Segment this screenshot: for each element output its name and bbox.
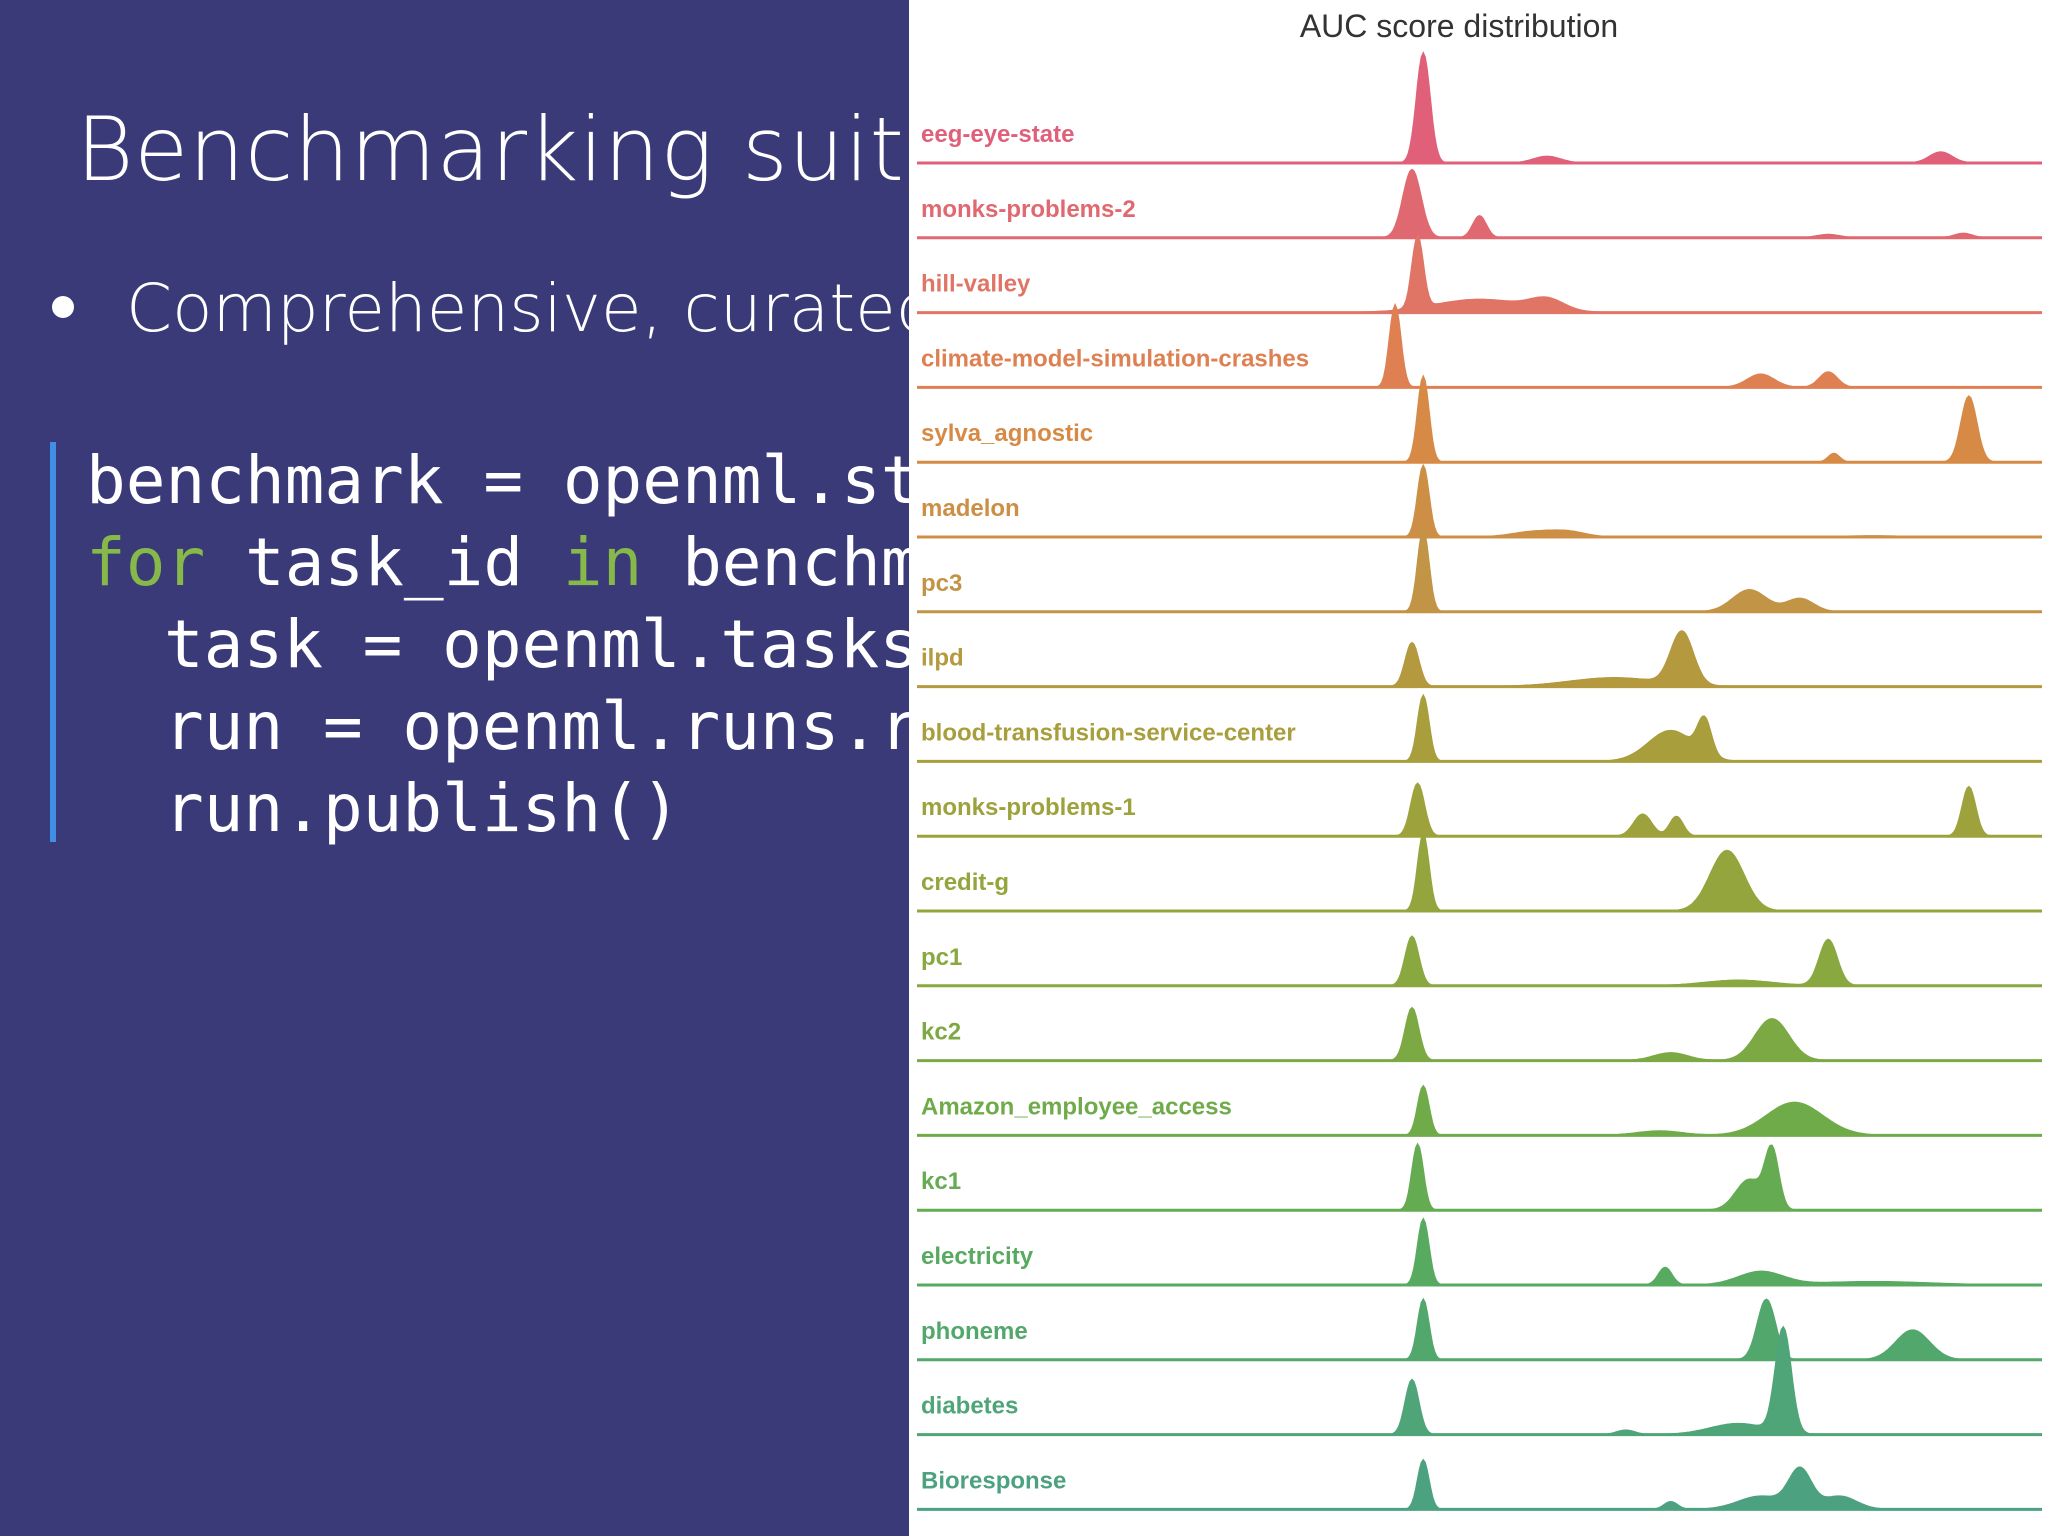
ridge-phoneme: phoneme [917, 1297, 2042, 1362]
density-area-pc1 [917, 935, 2042, 987]
ridge-monks-problems-2: monks-problems-2 [917, 168, 2042, 240]
code-block: benchmark = openml.stu for task_id in be… [50, 442, 960, 847]
ridge-pc1: pc1 [917, 935, 2042, 988]
bullet-text: Comprehensive, curated, [126, 270, 959, 347]
ridgeline-chart: eeg-eye-state monks-problems-2 hill-valley… [917, 51, 2042, 1511]
bullet-dot [52, 296, 74, 318]
density-area-ilpd [917, 630, 2042, 688]
ridge-label-diabetes: diabetes [921, 1393, 1018, 1420]
bullet-item: Comprehensive, curated, [52, 270, 959, 347]
ridge-label-climate-model-simulation-crashes: climate-model-simulation-crashes [921, 345, 1309, 372]
ridge-label-ilpd: ilpd [921, 645, 964, 672]
ridge-bioresponse: Bioresponse [917, 1458, 2042, 1511]
keyword-in: in [562, 524, 643, 601]
ridge-label-eeg-eye-state: eeg-eye-state [921, 121, 1074, 148]
ridge-label-amazon-employee-access: Amazon_employee_access [921, 1093, 1232, 1120]
density-area-pc3 [917, 527, 2042, 613]
density-area-diabetes [917, 1325, 2042, 1436]
ridge-blood-transfusion-service-center: blood-transfusion-service-center [917, 693, 2042, 763]
code-line-4: run = openml.runs.ru [164, 688, 959, 765]
chart-title: AUC score distribution [1299, 8, 1619, 44]
ridge-diabetes: diabetes [917, 1325, 2042, 1437]
ridge-eeg-eye-state: eeg-eye-state [917, 51, 2042, 165]
ridge-kc1: kc1 [917, 1142, 2042, 1212]
density-area-hill-valley [917, 234, 2042, 314]
ridge-madelon: madelon [917, 463, 2042, 539]
density-area-eeg-eye-state [917, 51, 2042, 164]
ridge-hill-valley: hill-valley [917, 234, 2042, 315]
density-area-madelon [917, 463, 2042, 538]
code-line-2: for task_id in benchma [86, 524, 960, 601]
ridge-kc2: kc2 [917, 1006, 2042, 1063]
density-area-kc2 [917, 1006, 2042, 1062]
ridge-climate-model-simulation-crashes: climate-model-simulation-crashes [917, 302, 2042, 389]
ridge-label-hill-valley: hill-valley [921, 271, 1031, 298]
ridge-credit-g: credit-g [917, 832, 2042, 913]
ridge-label-electricity: electricity [921, 1243, 1034, 1270]
density-area-bioresponse [917, 1458, 2042, 1511]
density-area-phoneme [917, 1297, 2042, 1361]
code-line-2-mid: task_id [205, 524, 563, 601]
density-area-electricity [917, 1217, 2042, 1286]
slide-title: Benchmarking suites [76, 98, 1006, 201]
code-line-3: task = openml.tasks. [164, 606, 959, 683]
ridge-label-sylva-agnostic: sylva_agnostic [921, 420, 1093, 447]
ridge-monks-problems-1: monks-problems-1 [917, 782, 2042, 838]
ridge-label-monks-problems-1: monks-problems-1 [921, 794, 1136, 821]
ridge-amazon-employee-access: Amazon_employee_access [917, 1084, 2042, 1137]
ridge-pc3: pc3 [917, 527, 2042, 614]
ridge-label-credit-g: credit-g [921, 869, 1009, 896]
ridge-label-pc1: pc1 [921, 944, 962, 971]
density-area-kc1 [917, 1142, 2042, 1211]
ridge-label-phoneme: phoneme [921, 1318, 1028, 1345]
ridge-label-pc3: pc3 [921, 570, 962, 597]
ridge-label-bioresponse: Bioresponse [921, 1467, 1066, 1494]
ridge-label-kc1: kc1 [921, 1168, 961, 1195]
keyword-for: for [86, 524, 206, 601]
density-area-credit-g [917, 832, 2042, 912]
ridge-sylva-agnostic: sylva_agnostic [917, 374, 2042, 464]
code-line-5: run.publish() [164, 770, 681, 847]
ridge-ilpd: ilpd [917, 630, 2042, 689]
ridge-label-monks-problems-2: monks-problems-2 [921, 196, 1136, 223]
ridge-label-blood-transfusion-service-center: blood-transfusion-service-center [921, 719, 1296, 746]
chart-panel: AUC score distribution eeg-eye-state monk… [909, 0, 2048, 1536]
ridge-electricity: electricity [917, 1217, 2042, 1287]
code-line-1: benchmark = openml.stu [86, 442, 961, 519]
ridge-label-kc2: kc2 [921, 1019, 961, 1046]
ridge-label-madelon: madelon [921, 495, 1020, 522]
